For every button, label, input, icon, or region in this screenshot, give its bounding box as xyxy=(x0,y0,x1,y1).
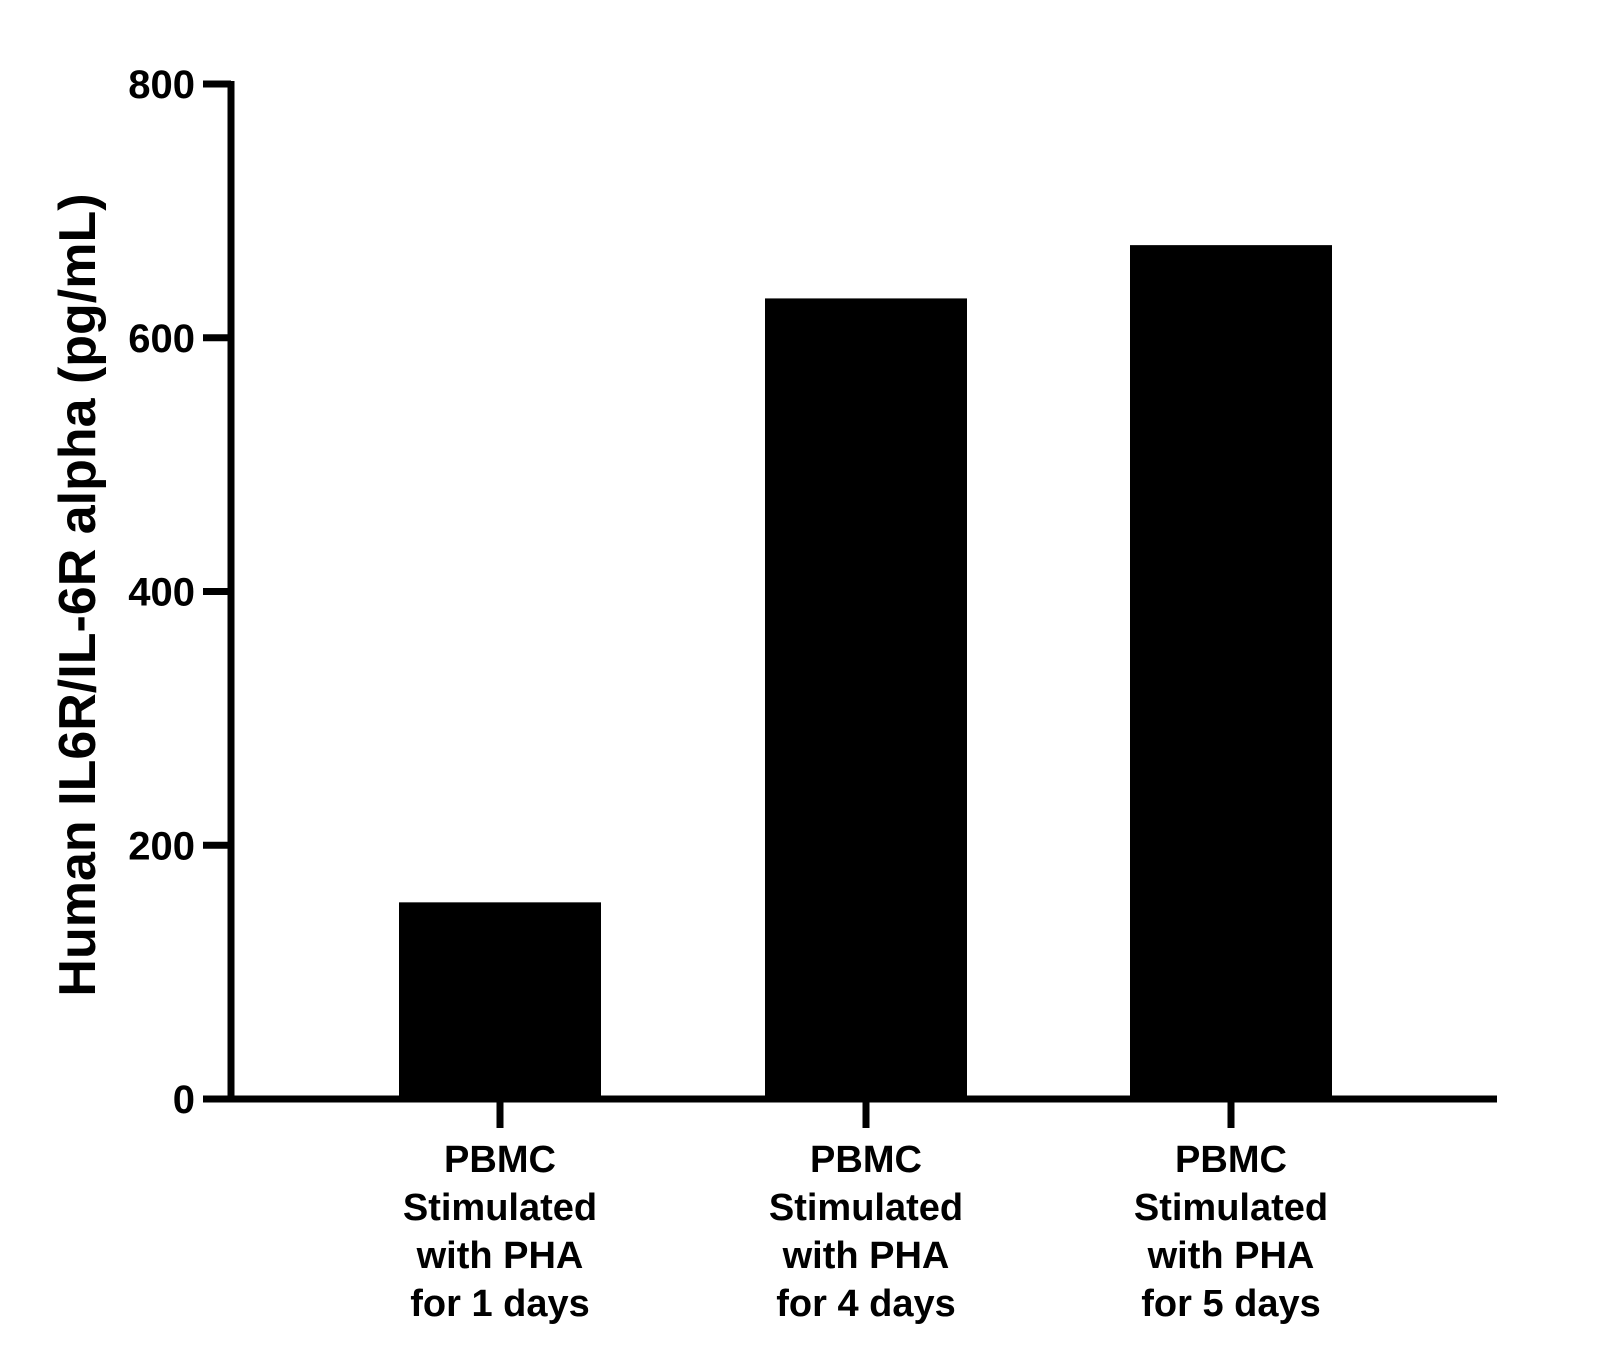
y-tick-label-800: 800 xyxy=(128,63,195,107)
x-category-label-1-line-2: Stimulated xyxy=(403,1187,597,1229)
x-category-label-1-line-1: PBMC xyxy=(444,1139,556,1181)
x-category-label-1-line-3: with PHA xyxy=(416,1235,584,1277)
x-category-label-2-line-1: PBMC xyxy=(810,1139,922,1181)
x-category-label-2-line-3: with PHA xyxy=(782,1235,950,1277)
y-tick-label-0: 0 xyxy=(173,1078,195,1122)
y-tick-label-200: 200 xyxy=(128,824,195,868)
plot-area: 0 200 400 600 800 PBMC Stimulated with PHA for 1… xyxy=(128,63,1497,1325)
x-category-label-3-line-2: Stimulated xyxy=(1134,1187,1328,1229)
x-category-label-3-line-3: with PHA xyxy=(1147,1235,1315,1277)
x-category-label-3-line-4: for 5 days xyxy=(1141,1283,1321,1325)
x-category-label-2-line-4: for 4 days xyxy=(776,1283,956,1325)
y-axis-title: Human IL6R/IL-6R alpha (pg/mL) xyxy=(49,193,107,996)
y-tick-label-600: 600 xyxy=(128,317,195,361)
x-category-label-2-line-2: Stimulated xyxy=(769,1187,963,1229)
bar-3 xyxy=(1130,245,1332,1100)
x-category-label-1-line-4: for 1 days xyxy=(410,1283,590,1325)
bar-1 xyxy=(399,902,601,1099)
x-category-label-3-line-1: PBMC xyxy=(1175,1139,1287,1181)
y-tick-label-400: 400 xyxy=(128,571,195,615)
bar-2 xyxy=(765,298,967,1099)
